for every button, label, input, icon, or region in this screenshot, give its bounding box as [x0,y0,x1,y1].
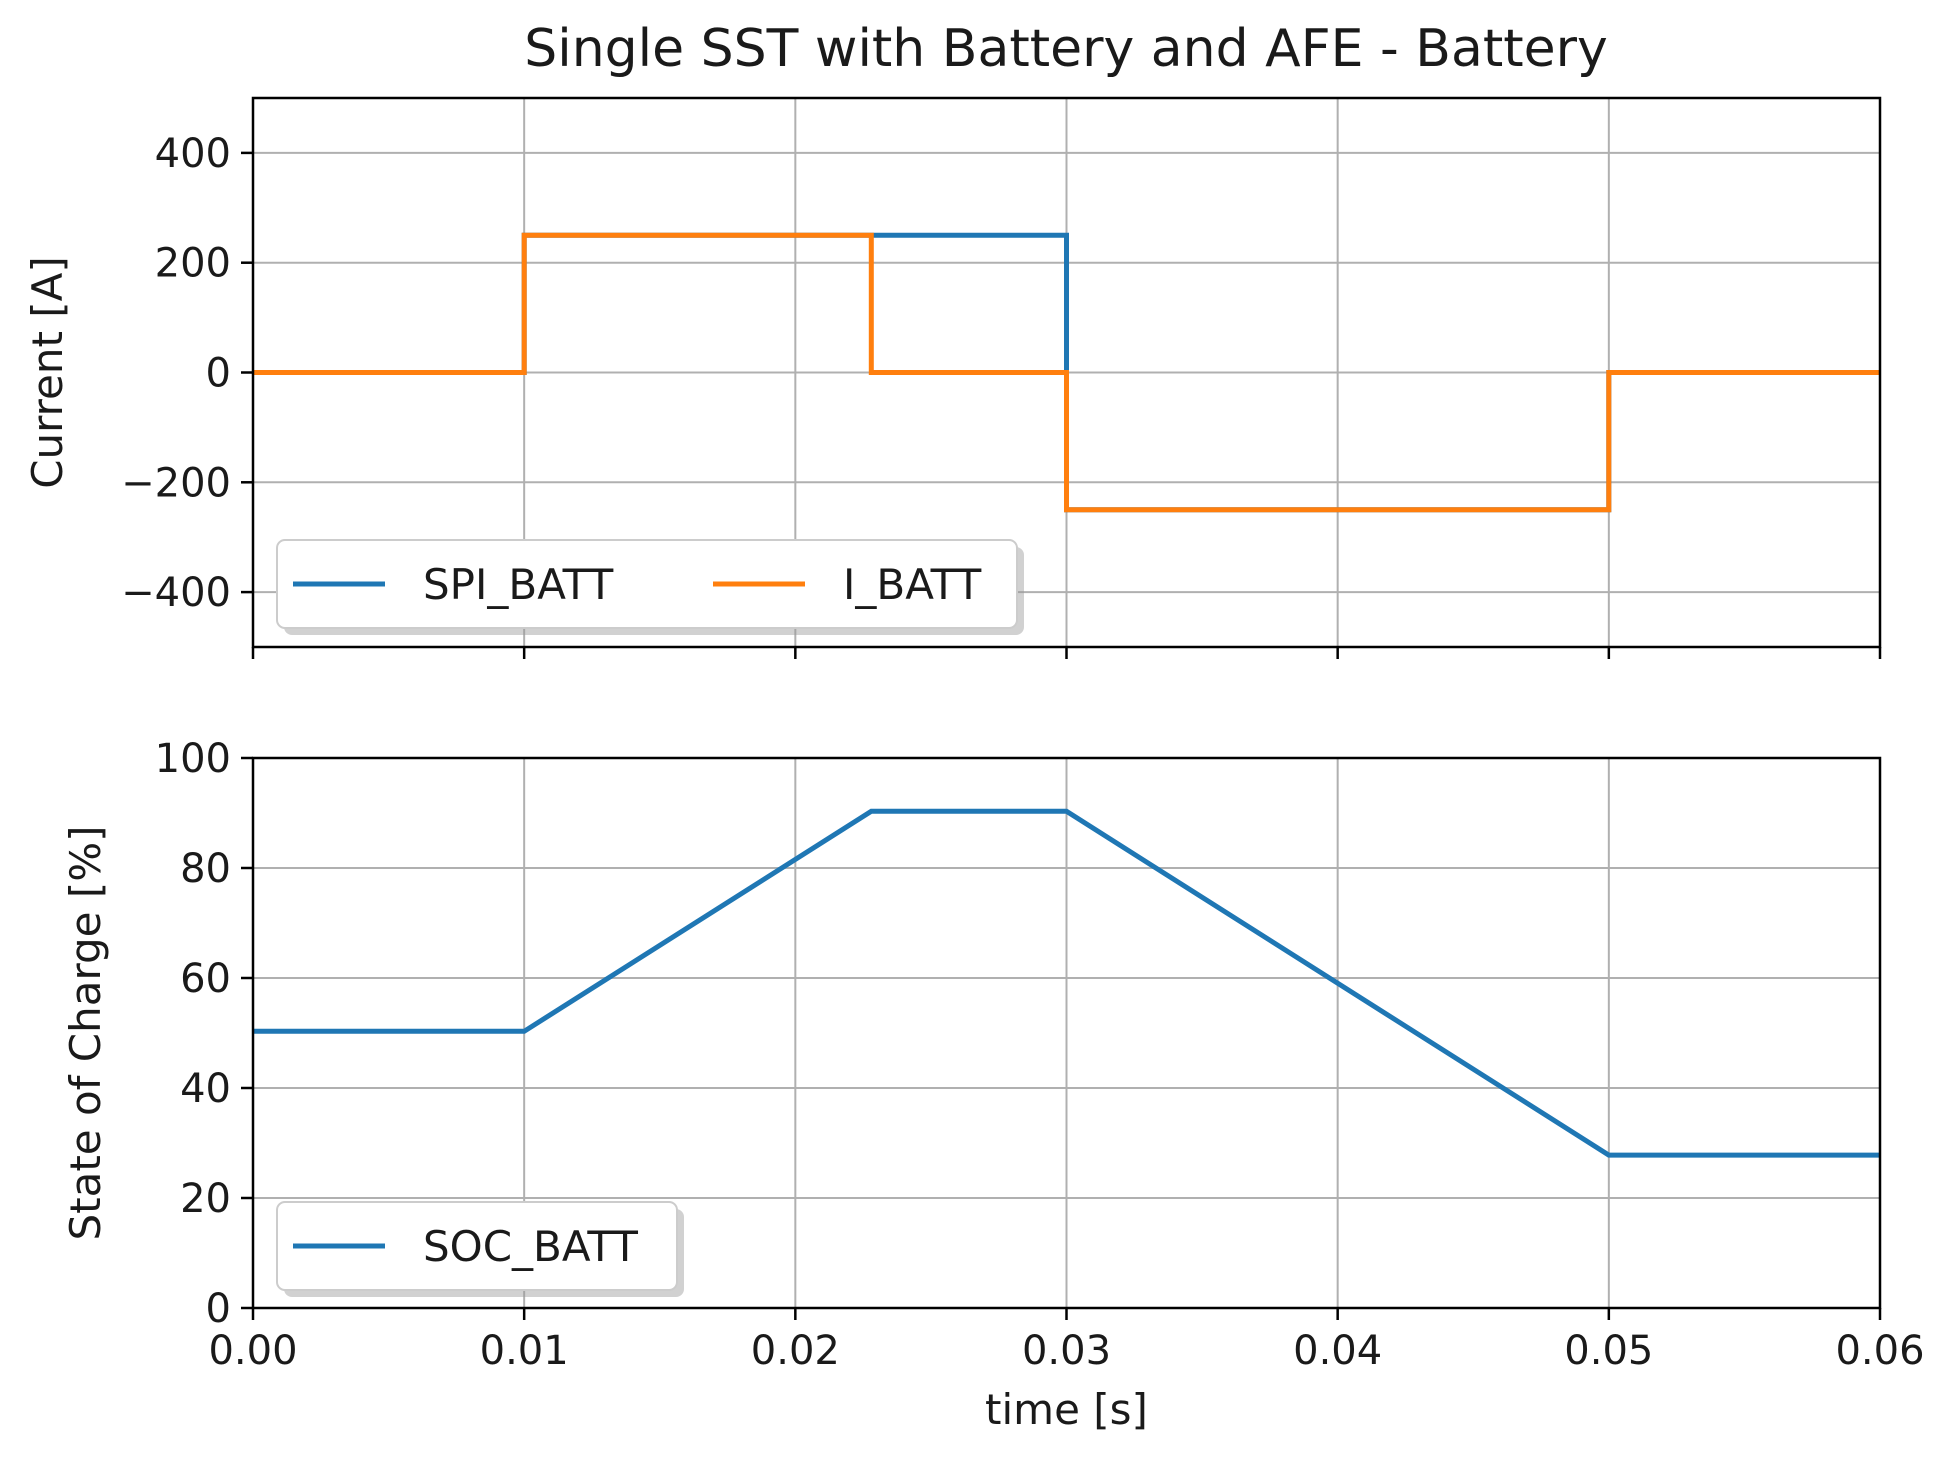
x-tick-label: 0.01 [480,1328,569,1374]
legend: SPI_BATT I_BATT [276,539,1024,635]
series-line-soc-batt [253,808,1880,1158]
x-tick-label: 0.03 [1022,1328,1111,1374]
legend-label-i-batt: I_BATT [843,560,982,609]
legend-box [276,539,1018,629]
x-tick-label: 0.06 [1835,1328,1924,1374]
legend-box [276,1201,678,1291]
y-axis-label: State of Charge [%] [61,825,110,1240]
soc-plot: 0.00 0.01 0.02 0.03 0.04 0.05 0.06 0 20 40 60 80 100… [61,736,1925,1434]
y-tick-label: 400 [155,131,231,177]
y-tick-label: 0 [206,351,231,397]
legend: SOC_BATT [276,1201,684,1297]
x-tick-label: 0.05 [1564,1328,1653,1374]
y-axis-label: Current [A] [23,256,72,489]
y-tick-label: 0 [206,1286,231,1332]
y-tick-label: 200 [155,241,231,287]
legend-label-spi-batt: SPI_BATT [423,560,614,609]
x-tick-label: 0.00 [208,1328,297,1374]
x-tick-label: 0.02 [751,1328,840,1374]
y-tick-label: 20 [180,1176,231,1222]
x-tick-label: 0.04 [1293,1328,1382,1374]
y-tick-label: −200 [121,460,231,506]
y-tick-label: 40 [180,1066,231,1112]
x-axis-label: time [s] [985,1385,1148,1434]
y-tick-label: 100 [155,736,231,782]
legend-label-soc-batt: SOC_BATT [423,1222,638,1271]
series-line-i-batt [253,232,1880,513]
y-tick-label: 60 [180,956,231,1002]
y-tick-label: 80 [180,846,231,892]
figure-title: Single SST with Battery and AFE - Batter… [524,19,1608,79]
y-tick-label: −400 [121,570,231,616]
current-plot: −400 −200 0 200 400 Current [A] SPI_BATT I_BATT [23,96,1882,659]
